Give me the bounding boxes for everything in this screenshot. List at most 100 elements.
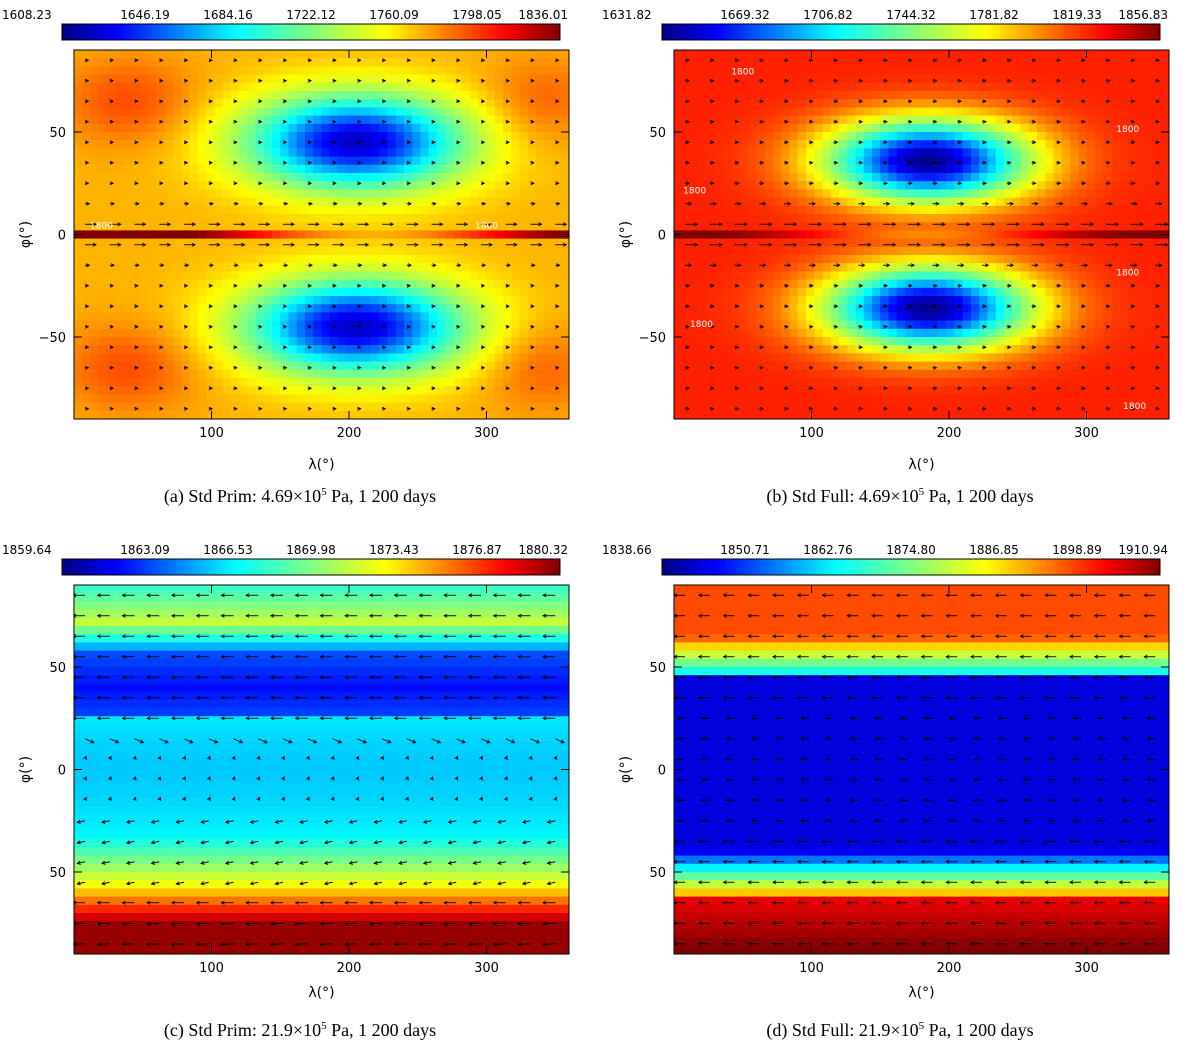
- heatmap-cell: [888, 402, 898, 412]
- heatmap-cell: [412, 148, 422, 158]
- heatmap-cell: [913, 287, 923, 297]
- heatmap-cell: [830, 66, 840, 76]
- heatmap-cell: [536, 361, 545, 371]
- heatmap-cell: [346, 197, 356, 207]
- heatmap-cell: [519, 246, 529, 256]
- wind-arrow-head: [84, 160, 90, 165]
- heatmap-cell: [197, 337, 207, 346]
- heatmap-cell: [404, 353, 413, 363]
- heatmap-cell: [453, 279, 463, 289]
- heatmap-cell: [552, 164, 562, 174]
- heatmap-cell: [173, 66, 182, 76]
- wind-arrow-head: [234, 263, 239, 268]
- heatmap-cell: [313, 58, 323, 68]
- heatmap-cell: [445, 296, 455, 305]
- wind-arrow-head: [84, 58, 90, 63]
- heatmap-cell: [197, 255, 207, 264]
- heatmap-cell: [478, 328, 488, 338]
- heatmap-cell: [437, 58, 446, 68]
- wind-arrow-head: [282, 406, 288, 411]
- heatmap-cell: [404, 246, 413, 256]
- heatmap-cell: [222, 312, 232, 322]
- heatmap-cell: [674, 173, 683, 182]
- contour-label: 1800: [475, 221, 498, 231]
- heatmap-cell: [756, 296, 766, 305]
- heatmap-cell: [296, 91, 306, 100]
- heatmap-cell: [338, 312, 347, 322]
- heatmap-cell: [98, 58, 108, 68]
- heatmap-cell: [880, 222, 890, 232]
- heatmap-cell: [313, 263, 323, 273]
- heatmap-cell: [674, 189, 683, 199]
- heatmap-cell: [412, 320, 422, 330]
- heatmap-cell: [181, 181, 191, 191]
- heatmap-cell: [461, 230, 471, 240]
- heatmap-cell: [346, 378, 356, 387]
- heatmap-cell: [494, 74, 504, 84]
- heatmap-cell: [544, 345, 554, 355]
- wind-arrow-head: [84, 365, 90, 370]
- heatmap-cell: [707, 99, 716, 109]
- heatmap-cell: [164, 410, 174, 419]
- heatmap-cell: [148, 214, 158, 223]
- heatmap-cell: [255, 279, 265, 289]
- heatmap-cell: [552, 312, 562, 322]
- heatmap-cell: [197, 222, 207, 232]
- heatmap-cell: [748, 230, 758, 240]
- heatmap-cell: [206, 328, 215, 338]
- wind-arrow-head: [381, 324, 387, 329]
- heatmap-cell: [470, 320, 479, 330]
- heatmap-cell: [822, 271, 832, 281]
- heatmap-cell: [222, 230, 232, 240]
- heatmap-cell: [453, 148, 463, 158]
- wind-arrow-head: [555, 99, 560, 104]
- heatmap-cell: [690, 394, 700, 404]
- heatmap-cell: [305, 164, 314, 174]
- heatmap-cell: [478, 189, 488, 199]
- heatmap-cell: [148, 173, 158, 182]
- heatmap-cell: [690, 214, 700, 223]
- heatmap-cell: [338, 287, 347, 297]
- wind-arrow-head: [109, 406, 114, 411]
- heatmap-cell: [797, 369, 807, 379]
- wind-arrow-head: [208, 304, 214, 309]
- heatmap-cell: [412, 312, 422, 322]
- wind-arrow-head: [208, 181, 214, 186]
- wind-arrow-head: [84, 140, 90, 145]
- heatmap-cell: [536, 353, 545, 363]
- wind-arrow-head: [233, 58, 238, 63]
- heatmap-cell: [511, 410, 521, 419]
- heatmap-cell: [90, 50, 100, 59]
- heatmap-cell: [164, 386, 174, 396]
- heatmap-cell: [123, 328, 133, 338]
- heatmap-cell: [280, 353, 290, 363]
- heatmap-cell: [131, 312, 141, 322]
- heatmap-cell: [82, 50, 92, 59]
- heatmap-cell: [296, 410, 306, 419]
- heatmap-cell: [478, 156, 488, 166]
- heatmap-cell: [107, 279, 116, 289]
- heatmap-cell: [387, 246, 397, 256]
- wind-arrow-head: [407, 263, 412, 268]
- heatmap-cell: [938, 164, 947, 174]
- wind-arrow-head: [439, 222, 444, 227]
- heatmap-cell: [946, 205, 956, 215]
- heatmap-cell: [789, 296, 799, 305]
- heatmap-cell: [214, 328, 224, 338]
- wind-arrow-head: [530, 99, 535, 104]
- heatmap-cell: [329, 271, 339, 281]
- heatmap-cell: [707, 164, 716, 174]
- heatmap-cell: [280, 132, 290, 141]
- heatmap-cell: [896, 181, 906, 191]
- heatmap-cell: [519, 140, 529, 150]
- heatmap-cell: [181, 410, 191, 419]
- heatmap-cell: [164, 82, 174, 92]
- heatmap-cell: [181, 91, 191, 100]
- wind-arrow-head: [381, 99, 387, 104]
- heatmap-cell: [338, 214, 347, 223]
- heatmap-cell: [140, 156, 149, 166]
- heatmap-cell: [255, 394, 265, 404]
- heatmap-cell: [863, 296, 873, 305]
- heatmap-cell: [552, 328, 562, 338]
- heatmap-cell: [354, 361, 364, 371]
